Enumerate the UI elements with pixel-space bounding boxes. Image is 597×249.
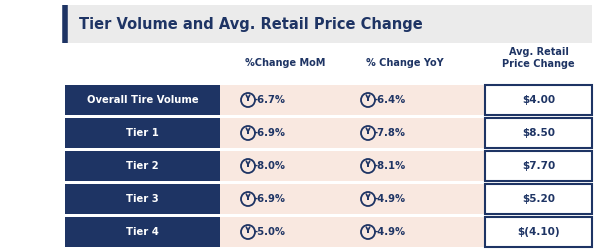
Text: -6.9%: -6.9%: [254, 128, 286, 138]
Text: -4.9%: -4.9%: [374, 194, 406, 204]
Text: $7.70: $7.70: [522, 161, 555, 171]
Text: Tier 3: Tier 3: [126, 194, 159, 204]
Text: Avg. Retail
Price Change: Avg. Retail Price Change: [502, 47, 575, 69]
Bar: [220, 151, 485, 181]
Text: Tier 2: Tier 2: [126, 161, 159, 171]
Text: -7.8%: -7.8%: [374, 128, 406, 138]
Bar: [485, 184, 592, 214]
Bar: [65, 5, 592, 43]
Bar: [220, 217, 485, 247]
Bar: [65, 85, 220, 115]
Text: -6.7%: -6.7%: [254, 95, 286, 105]
Text: -4.9%: -4.9%: [374, 227, 406, 237]
Text: -8.1%: -8.1%: [374, 161, 406, 171]
Text: -6.9%: -6.9%: [254, 194, 286, 204]
Text: Tier 1: Tier 1: [126, 128, 159, 138]
Text: $5.20: $5.20: [522, 194, 555, 204]
Text: $8.50: $8.50: [522, 128, 555, 138]
Text: Tier 4: Tier 4: [126, 227, 159, 237]
Bar: [485, 118, 592, 148]
Text: $4.00: $4.00: [522, 95, 555, 105]
Bar: [485, 151, 592, 181]
Bar: [485, 85, 592, 115]
Bar: [65, 184, 220, 214]
Bar: [220, 184, 485, 214]
Bar: [220, 85, 485, 115]
Bar: [65, 151, 220, 181]
Text: %Change MoM: %Change MoM: [245, 58, 325, 68]
Bar: [485, 217, 592, 247]
Text: % Change YoY: % Change YoY: [366, 58, 444, 68]
Bar: [65, 118, 220, 148]
Bar: [65, 217, 220, 247]
Bar: [220, 118, 485, 148]
Text: -6.4%: -6.4%: [374, 95, 406, 105]
Text: -5.0%: -5.0%: [254, 227, 286, 237]
Text: $(4.10): $(4.10): [517, 227, 560, 237]
Text: Tier Volume and Avg. Retail Price Change: Tier Volume and Avg. Retail Price Change: [79, 16, 423, 32]
Text: -8.0%: -8.0%: [254, 161, 286, 171]
Text: Overall Tire Volume: Overall Tire Volume: [87, 95, 198, 105]
